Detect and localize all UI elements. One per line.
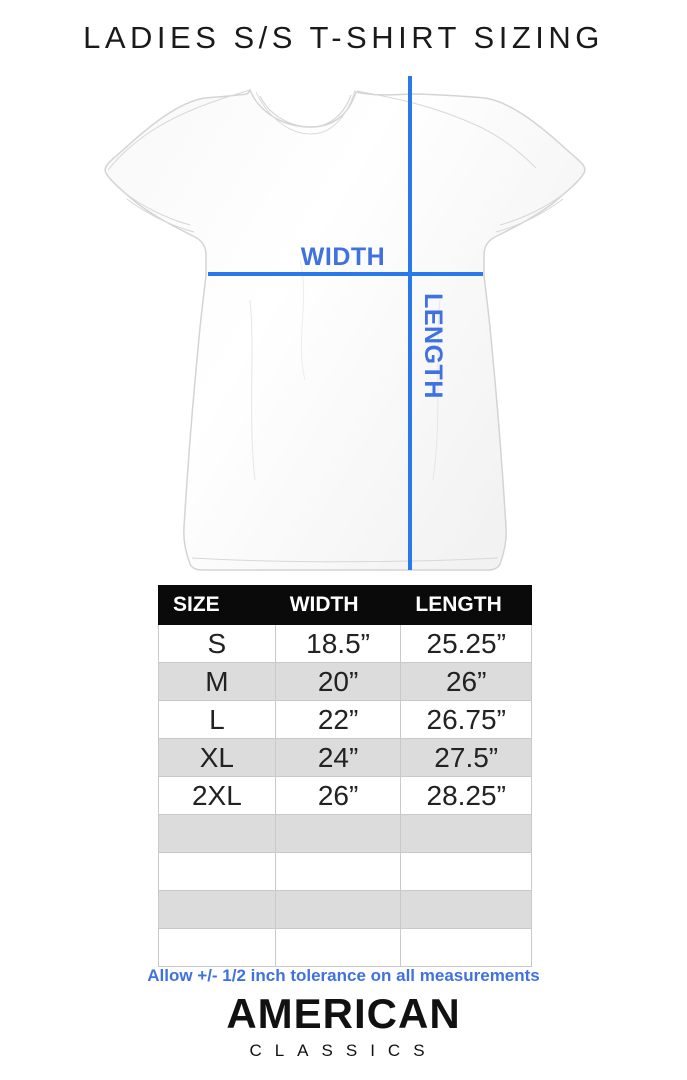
svg-text:WIDTH: WIDTH: [301, 243, 385, 271]
svg-text:LENGTH: LENGTH: [419, 293, 447, 399]
